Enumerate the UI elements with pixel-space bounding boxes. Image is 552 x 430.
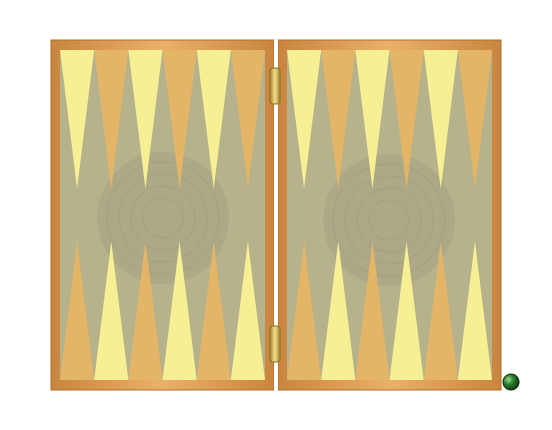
left-bottom-points [60,241,265,380]
right-top-points [287,50,492,189]
center-bar [274,40,278,390]
left-emblem [97,152,229,284]
point-right-bottom-2[interactable] [321,241,356,380]
left-half[interactable] [50,39,275,391]
right-bottom-points [287,241,492,380]
green-ball-icon[interactable] [502,373,520,391]
point-right-top-5[interactable] [423,50,458,189]
point-left-bottom-2[interactable] [94,241,129,380]
point-left-bottom-1[interactable] [60,241,95,380]
right-emblem [323,154,455,286]
point-left-top-4[interactable] [162,50,197,189]
point-left-bottom-4[interactable] [162,241,197,380]
top-hinge-icon [269,67,281,105]
point-right-top-4[interactable] [389,50,424,189]
point-left-bottom-6[interactable] [230,241,265,380]
point-right-bottom-1[interactable] [287,241,322,380]
point-right-top-1[interactable] [287,50,322,189]
point-left-top-2[interactable] [94,50,129,189]
point-right-bottom-6[interactable] [457,241,492,380]
point-left-top-3[interactable] [128,50,163,189]
bottom-hinge-icon [269,325,281,363]
point-left-bottom-3[interactable] [128,241,163,380]
right-half[interactable] [277,39,502,391]
left-top-points [60,50,265,189]
point-left-top-6[interactable] [230,50,265,189]
point-right-top-2[interactable] [321,50,356,189]
point-left-top-1[interactable] [60,50,95,189]
point-right-bottom-4[interactable] [389,241,424,380]
point-right-bottom-5[interactable] [423,241,458,380]
point-left-bottom-5[interactable] [196,241,231,380]
point-right-top-3[interactable] [355,50,390,189]
point-right-bottom-3[interactable] [355,241,390,380]
point-right-top-6[interactable] [457,50,492,189]
point-left-top-5[interactable] [196,50,231,189]
